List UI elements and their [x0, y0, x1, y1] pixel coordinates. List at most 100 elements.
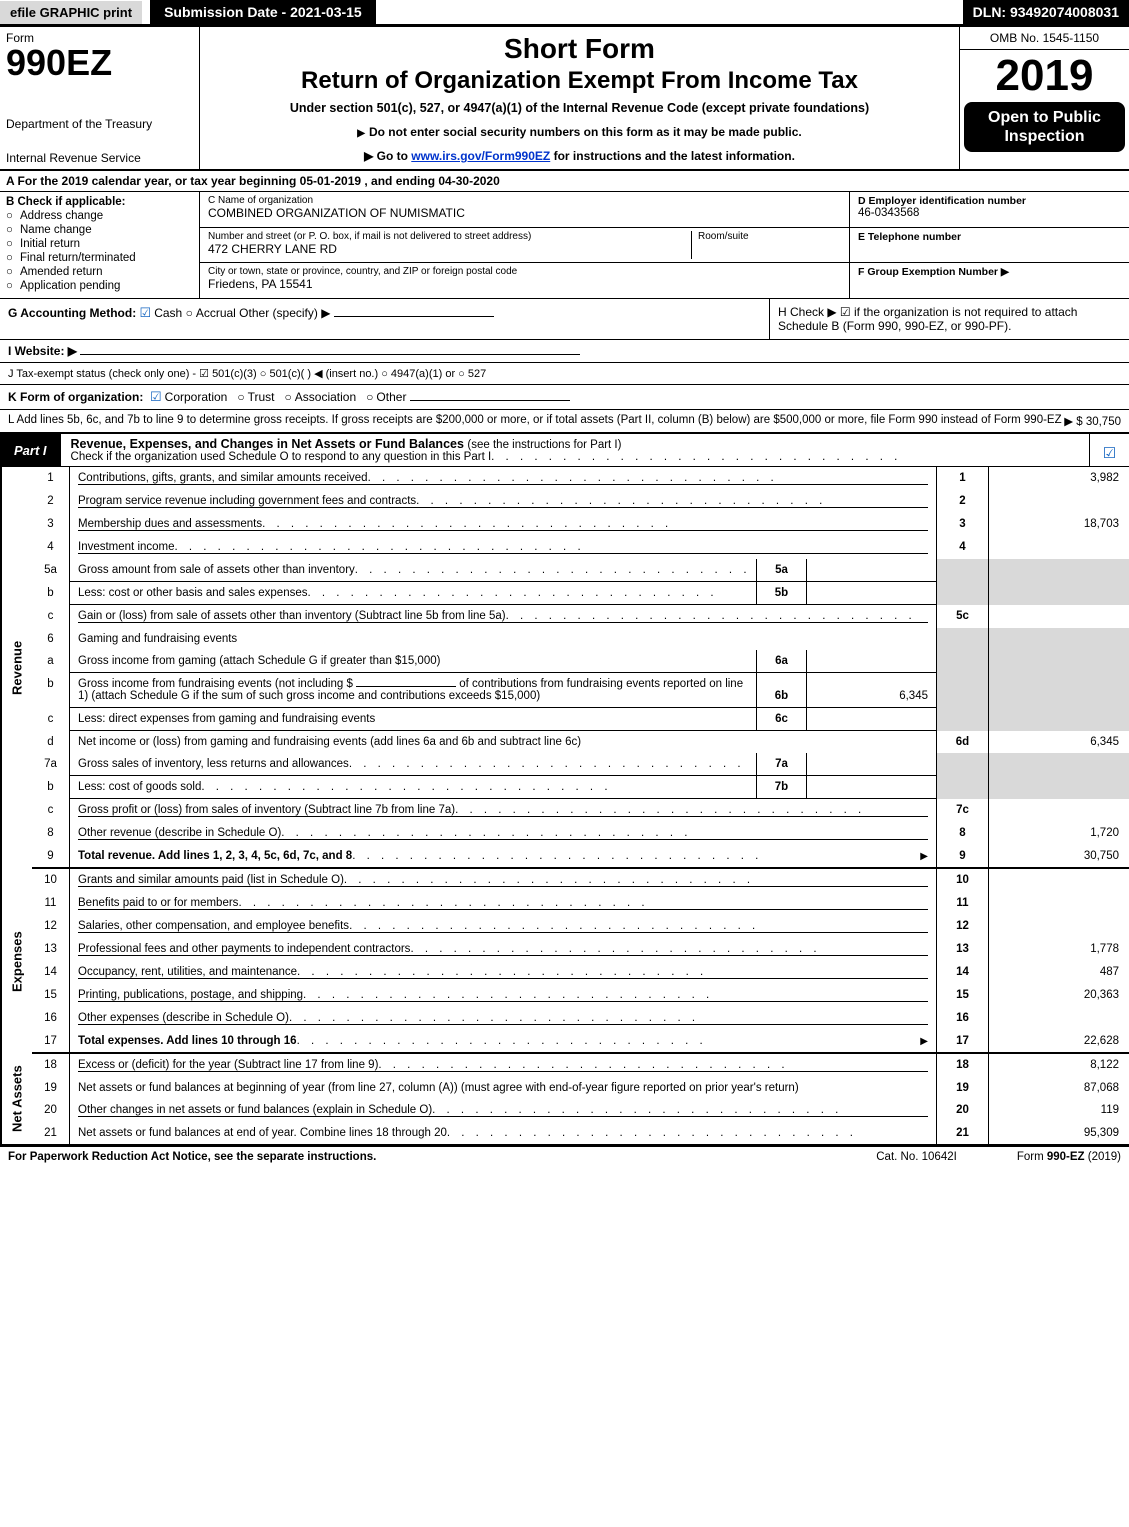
row-g: G Accounting Method: Cash Accrual Other …: [0, 299, 769, 339]
line-12-desc: Salaries, other compensation, and employ…: [70, 915, 937, 938]
line-5b-desc: Less: cost or other basis and sales expe…: [70, 582, 937, 605]
line-17-ref: 17: [937, 1030, 989, 1054]
line-13-amt: 1,778: [989, 938, 1129, 961]
g-other[interactable]: Other (specify) ▶: [239, 306, 330, 320]
g-cash[interactable]: Cash: [140, 306, 183, 320]
open-to-public: Open to Public Inspection: [964, 102, 1125, 152]
line-6c-no: c: [32, 708, 70, 731]
chk-name-change[interactable]: Name change: [6, 224, 193, 236]
org-name: COMBINED ORGANIZATION OF NUMISMATIC: [208, 206, 841, 220]
org-name-label: C Name of organization: [208, 195, 841, 206]
header-right: OMB No. 1545-1150 2019 Open to Public In…: [959, 27, 1129, 169]
line-9-no: 9: [32, 845, 70, 869]
goto-instructions: ▶ Go to www.irs.gov/Form990EZ for instru…: [210, 149, 949, 163]
line-15-amt: 20,363: [989, 984, 1129, 1007]
chk-address-change[interactable]: Address change: [6, 210, 193, 222]
line-7c-desc: Gross profit or (loss) from sales of inv…: [70, 799, 937, 822]
line-7b-amt: [989, 776, 1129, 799]
return-title: Return of Organization Exempt From Incom…: [210, 67, 949, 95]
ein-value: 46-0343568: [858, 207, 1121, 219]
row-k-org-form: K Form of organization: Corporation Trus…: [0, 385, 1129, 410]
line-7a-no: 7a: [32, 753, 70, 776]
part-1-header: Part I Revenue, Expenses, and Changes in…: [0, 434, 1129, 467]
line-1-desc: Contributions, gifts, grants, and simila…: [70, 467, 937, 490]
part-1-title: Revenue, Expenses, and Changes in Net As…: [61, 434, 1089, 466]
line-7b-ref: [937, 776, 989, 799]
part-1-checkbox[interactable]: ☑: [1089, 434, 1129, 466]
line-15-desc: Printing, publications, postage, and shi…: [70, 984, 937, 1007]
line-4-desc: Investment income: [70, 536, 937, 559]
line-12-ref: 12: [937, 915, 989, 938]
footer-right: Form 990-EZ (2019): [1017, 1151, 1121, 1163]
page-footer: For Paperwork Reduction Act Notice, see …: [0, 1146, 1129, 1167]
line-6-no: 6: [32, 628, 70, 650]
group-exemption-label: F Group Exemption Number ▶: [858, 266, 1121, 278]
goto-link[interactable]: www.irs.gov/Form990EZ: [411, 149, 550, 163]
line-3-no: 3: [32, 513, 70, 536]
top-bar: efile GRAPHIC print Submission Date - 20…: [0, 0, 1129, 27]
submission-date: Submission Date - 2021-03-15: [150, 0, 376, 24]
line-15-ref: 15: [937, 984, 989, 1007]
chk-application-pending[interactable]: Application pending: [6, 280, 193, 292]
line-21-ref: 21: [937, 1122, 989, 1144]
line-6b-ref: [937, 673, 989, 708]
efile-print-button[interactable]: efile GRAPHIC print: [0, 1, 142, 24]
line-6d-desc: Net income or (loss) from gaming and fun…: [70, 731, 937, 753]
netassets-side-label: Net Assets: [0, 1054, 32, 1144]
line-13-desc: Professional fees and other payments to …: [70, 938, 937, 961]
goto-pre: Go to: [377, 149, 412, 163]
row-j-tax-exempt: J Tax-exempt status (check only one) - ☑…: [0, 363, 1129, 385]
line-10-amt: [989, 869, 1129, 892]
line-19-no: 19: [32, 1077, 70, 1099]
line-5a-no: 5a: [32, 559, 70, 582]
line-5c-amt: [989, 605, 1129, 628]
chk-initial-return[interactable]: Initial return: [6, 238, 193, 250]
line-13-no: 13: [32, 938, 70, 961]
k-corporation[interactable]: Corporation: [150, 390, 227, 404]
room-suite-label: Room/suite: [691, 231, 841, 260]
line-7b-desc: Less: cost of goods sold7b: [70, 776, 937, 799]
line-13-ref: 13: [937, 938, 989, 961]
website-label: I Website: ▶: [8, 344, 77, 358]
row-l: L Add lines 5b, 6c, and 7b to line 9 to …: [0, 410, 1129, 434]
line-10-ref: 10: [937, 869, 989, 892]
g-accrual[interactable]: Accrual: [186, 306, 236, 320]
line-1-ref: 1: [937, 467, 989, 490]
line-4-no: 4: [32, 536, 70, 559]
dln: DLN: 93492074008031: [963, 0, 1129, 24]
chk-amended-return[interactable]: Amended return: [6, 266, 193, 278]
line-5b-no: b: [32, 582, 70, 605]
line-6c-amt: [989, 708, 1129, 731]
k-trust[interactable]: Trust: [237, 390, 274, 404]
line-14-no: 14: [32, 961, 70, 984]
line-5b-amt: [989, 582, 1129, 605]
line-7c-no: c: [32, 799, 70, 822]
line-15-no: 15: [32, 984, 70, 1007]
k-association[interactable]: Association: [285, 390, 357, 404]
line-2-ref: 2: [937, 490, 989, 513]
line-6c-ref: [937, 708, 989, 731]
line-18-ref: 18: [937, 1054, 989, 1077]
line-16-ref: 16: [937, 1007, 989, 1030]
form-header: Form 990EZ Department of the Treasury In…: [0, 27, 1129, 171]
line-10-desc: Grants and similar amounts paid (list in…: [70, 869, 937, 892]
line-18-no: 18: [32, 1054, 70, 1077]
chk-final-return[interactable]: Final return/terminated: [6, 252, 193, 264]
line-5c-ref: 5c: [937, 605, 989, 628]
line-19-desc: Net assets or fund balances at beginning…: [70, 1077, 937, 1099]
line-9-amt: 30,750: [989, 845, 1129, 869]
line-7a-amt: [989, 753, 1129, 776]
part-1-check-line: Check if the organization used Schedule …: [71, 451, 492, 463]
line-6d-ref: 6d: [937, 731, 989, 753]
line-20-no: 20: [32, 1099, 70, 1122]
phone-label: E Telephone number: [858, 231, 1121, 243]
line-6c-desc: Less: direct expenses from gaming and fu…: [70, 708, 937, 731]
line-11-ref: 11: [937, 892, 989, 915]
line-8-no: 8: [32, 822, 70, 845]
city-label: City or town, state or province, country…: [208, 266, 841, 277]
box-c: C Name of organization COMBINED ORGANIZA…: [200, 192, 849, 298]
line-7a-desc: Gross sales of inventory, less returns a…: [70, 753, 937, 776]
line-6d-no: d: [32, 731, 70, 753]
k-other[interactable]: Other: [366, 390, 406, 404]
row-i-website: I Website: ▶: [0, 340, 1129, 363]
